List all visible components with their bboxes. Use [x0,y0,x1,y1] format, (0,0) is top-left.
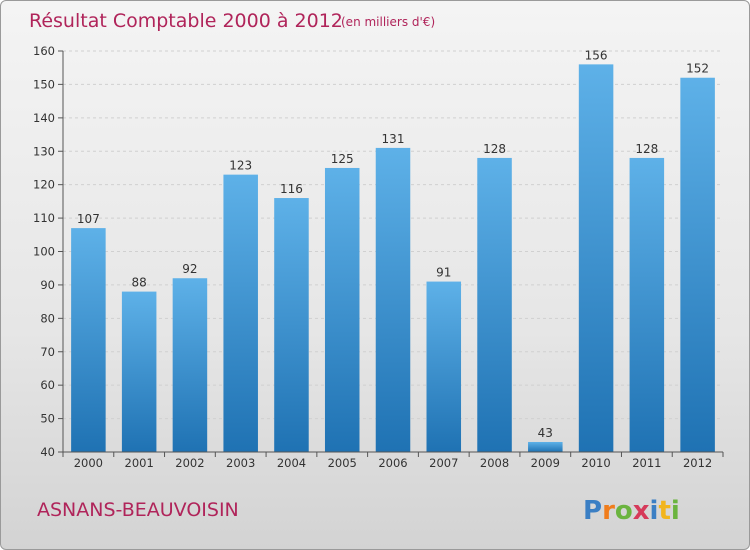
brand-letter: i [671,496,680,526]
bar-2005 [324,167,360,453]
brand-letter: i [650,496,659,526]
value-label-2000: 107 [77,212,100,226]
proxiti-logo: Proxiti [583,496,680,526]
bar-2006 [375,147,411,453]
bar-2008 [477,157,512,452]
y-tick-label: 90 [40,278,55,292]
chart-subtitle: (en milliers d'€) [341,15,435,29]
x-tick-label: 2002 [175,456,204,470]
value-label-2012: 152 [686,62,709,76]
brand-letter: x [633,496,650,526]
y-tick-label: 80 [40,311,55,325]
x-tick-label: 2005 [328,456,357,470]
x-tick-label: 2012 [683,456,712,470]
svg-text:Proxiti: Proxiti [583,496,680,526]
y-tick-label: 60 [40,378,55,392]
value-label-2003: 123 [229,159,252,173]
bar-2011 [629,157,665,452]
value-label-2009: 43 [538,426,553,440]
x-tick-label: 2003 [226,456,255,470]
bar-2012 [680,77,715,452]
y-tick-label: 40 [40,445,55,459]
bar-2007 [426,281,462,452]
value-label-2005: 125 [331,152,354,166]
value-label-2008: 128 [483,142,506,156]
bar-2003 [223,174,258,452]
brand-letter: P [583,496,602,526]
value-label-2004: 116 [280,182,303,196]
x-tick-label: 2004 [277,456,306,470]
chart-title: Résultat Comptable 2000 à 2012 [29,10,343,32]
y-tick-label: 50 [40,412,55,426]
y-tick-label: 140 [33,111,55,125]
y-tick-label: 110 [33,211,55,225]
bar-2010 [578,64,614,452]
value-label-2001: 88 [132,276,147,290]
y-tick-label: 120 [33,178,55,192]
bar-2002 [172,278,208,452]
x-tick-label: 2001 [125,456,154,470]
value-label-2002: 92 [182,262,197,276]
bar-2004 [274,198,309,452]
y-tick-label: 160 [33,44,55,58]
x-tick-label: 2010 [581,456,610,470]
y-tick-label: 100 [33,245,55,259]
x-tick-label: 2009 [531,456,560,470]
value-label-2007: 91 [436,266,451,280]
x-axis-ticks: 2000 2001 2002 2003 2004 2005 2006 2007 2008 2009… [62,452,724,470]
x-tick-label: 2007 [429,456,458,470]
value-label-2011: 128 [635,142,658,156]
value-labels: 107 88 92 123 116 125 131 91 128 43 156 128 152 [77,48,709,440]
brand-letter: t [658,496,670,526]
x-tick-label: 2008 [480,456,509,470]
y-tick-label: 150 [33,77,55,91]
brand-letter: o [615,496,633,526]
bar-2001 [121,291,157,452]
value-label-2010: 156 [585,48,608,62]
bar-series [71,64,715,453]
value-label-2006: 131 [382,132,405,146]
brand-letter: r [602,496,615,526]
x-tick-label: 2000 [74,456,103,470]
x-tick-label: 2011 [632,456,661,470]
place-name: ASNANS-BEAUVOISIN [37,499,239,521]
y-tick-label: 130 [33,144,55,158]
axes [62,51,723,453]
y-tick-label: 70 [40,345,55,359]
bar-2000 [71,228,106,452]
bar-2009 [528,441,563,452]
y-axis-ticks: 40 50 60 70 80 90 100 110 120 130 140 150 160 [33,44,63,459]
x-tick-label: 2006 [378,456,407,470]
